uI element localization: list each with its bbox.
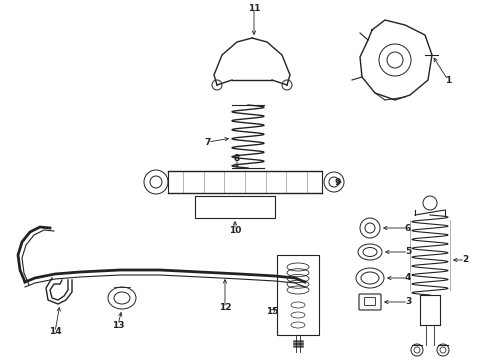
Text: 5: 5 — [405, 248, 411, 256]
Text: 15: 15 — [266, 307, 278, 316]
Text: 2: 2 — [462, 256, 468, 265]
Text: 8: 8 — [234, 153, 240, 162]
Text: 13: 13 — [112, 320, 124, 329]
Text: 14: 14 — [49, 328, 61, 337]
Bar — [195, 196, 275, 218]
Text: 1: 1 — [445, 76, 451, 85]
Text: 11: 11 — [248, 4, 260, 13]
Text: 7: 7 — [205, 138, 211, 147]
Text: 10: 10 — [229, 225, 241, 234]
Text: 4: 4 — [405, 274, 411, 283]
Text: 3: 3 — [405, 297, 411, 306]
Text: 6: 6 — [405, 224, 411, 233]
Text: 12: 12 — [219, 303, 231, 312]
Text: 9: 9 — [335, 177, 341, 186]
Bar — [277, 255, 319, 335]
